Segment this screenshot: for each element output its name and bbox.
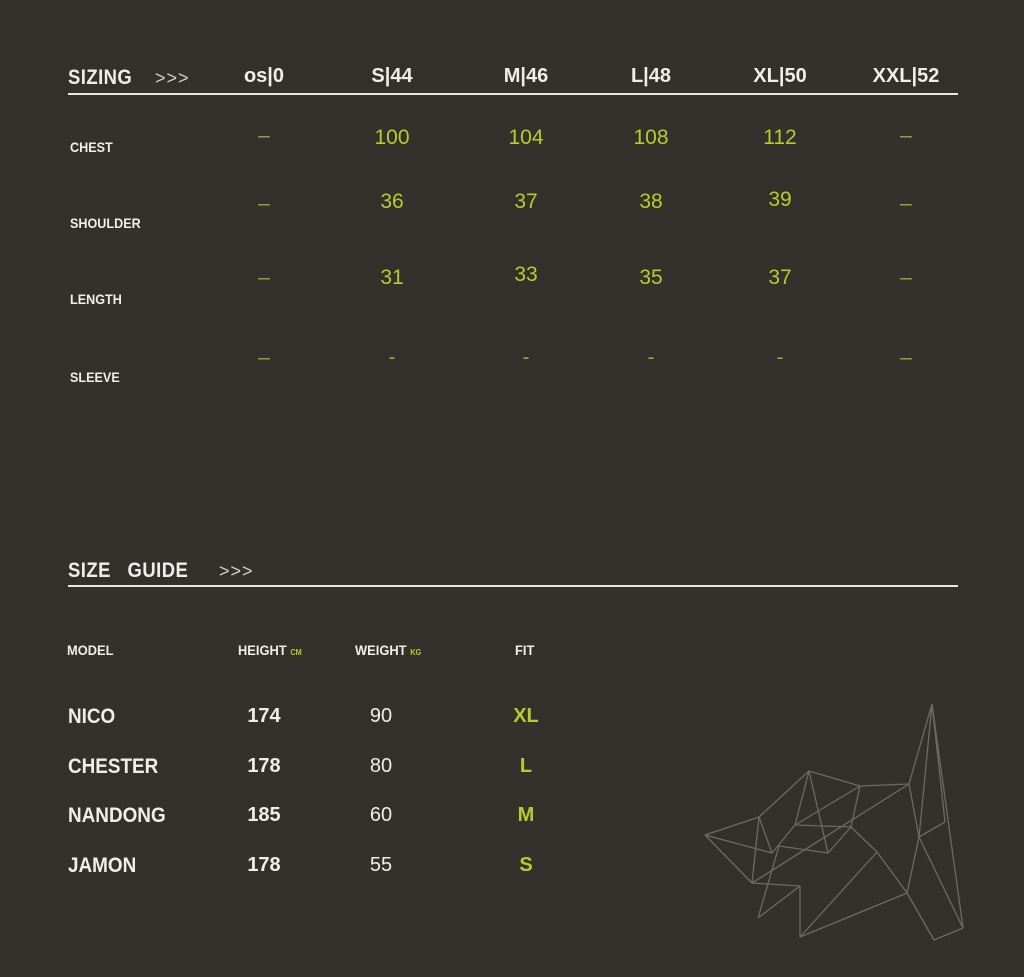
wireframe-edge [757, 845, 780, 919]
model-height: 178 [247, 854, 281, 876]
measurement-value: 100 [374, 126, 410, 149]
wireframe-edge [850, 785, 861, 828]
guide-arrows: >>> [219, 561, 254, 581]
wireframe-edge [751, 882, 801, 887]
model-weight: 90 [369, 705, 393, 727]
guide-title: SIZE GUIDE [68, 559, 189, 582]
header-model: MODEL [67, 642, 114, 658]
measurement-value: 104 [508, 126, 544, 149]
wireframe-edge [850, 826, 878, 853]
model-weight: 80 [369, 755, 393, 777]
size-column-header: S|44 [371, 65, 413, 87]
wireframe-edge [758, 816, 773, 854]
wireframe-edge [751, 816, 760, 884]
model-name: JAMON [68, 854, 137, 877]
wireframe-edge [799, 892, 908, 938]
wireframe-edge [931, 703, 964, 929]
wireframe-edge [827, 826, 852, 854]
measurement-label: CHEST [70, 139, 113, 155]
header-weight: WEIGHT KG [355, 642, 421, 658]
measurement-value: 31 [380, 266, 404, 289]
wireframe-edge [876, 851, 908, 894]
wireframe-edge [758, 770, 810, 818]
model-fit: M [517, 804, 535, 826]
header-height-unit: CM [290, 648, 302, 657]
measurement-value: 39 [768, 188, 792, 211]
empty-value: – [900, 124, 912, 147]
wireframe-edge [931, 703, 946, 823]
header-weight-unit: KG [410, 648, 422, 657]
wireframe-edge [908, 703, 933, 785]
empty-value: – [900, 346, 912, 369]
empty-value: – [900, 266, 912, 289]
wireframe-edge [808, 770, 829, 854]
size-column-header: XXL|52 [872, 65, 940, 87]
model-name: CHESTER [68, 755, 159, 778]
wireframe-edge [794, 785, 861, 826]
empty-value: - [388, 346, 396, 369]
wireframe-edge [751, 783, 910, 884]
wireframe-edge [918, 821, 946, 838]
wireframe-edge [794, 824, 852, 828]
measurement-label: SLEEVE [70, 369, 120, 385]
size-column-header: L|48 [630, 65, 672, 87]
empty-value: - [776, 346, 784, 369]
header-height: HEIGHT CM [238, 642, 302, 658]
measurement-value: 35 [639, 266, 663, 289]
measurement-value: 36 [380, 190, 404, 213]
measurement-value: 108 [633, 126, 669, 149]
model-height: 174 [247, 705, 281, 727]
measurement-label: LENGTH [70, 291, 122, 307]
model-fit: XL [513, 705, 539, 727]
sizing-title: SIZING [68, 66, 133, 89]
wireframe-edge [908, 783, 920, 838]
measurement-value: 37 [514, 190, 538, 213]
wireframe-edge [794, 770, 810, 826]
wireframe-edge [918, 703, 933, 838]
wireframe-edge [918, 836, 964, 929]
size-column-header: XL|50 [753, 65, 807, 87]
wireframe-edge [906, 836, 920, 894]
sizing-divider [68, 93, 958, 95]
model-height: 178 [247, 755, 281, 777]
wireframe-edge [859, 783, 910, 787]
empty-value: – [258, 192, 270, 215]
wireframe-edge [771, 824, 796, 854]
model-name: NANDONG [68, 804, 166, 827]
wireframe-edge [704, 816, 760, 836]
measurement-value: 112 [763, 126, 797, 149]
model-weight: 55 [369, 854, 393, 876]
wireframe-edge [704, 834, 773, 854]
wireframe-edge [778, 845, 829, 854]
measurement-value: 33 [514, 263, 538, 286]
empty-value: - [522, 346, 530, 369]
sizing-arrows: >>> [155, 68, 190, 88]
guide-divider [68, 585, 958, 587]
model-height: 185 [247, 804, 281, 826]
measurement-value: 38 [639, 190, 663, 213]
wireframe-edge [906, 892, 935, 941]
measurement-value: 37 [768, 266, 792, 289]
header-fit: FIT [515, 642, 535, 658]
wireframe-edge [799, 851, 878, 938]
header-height-label: HEIGHT [238, 642, 287, 658]
size-column-header: M|46 [503, 65, 549, 87]
wireframe-edge [757, 885, 801, 919]
wireframe-edge [808, 770, 861, 787]
measurement-label: SHOULDER [70, 215, 141, 231]
empty-value: – [258, 346, 270, 369]
model-name: NICO [68, 705, 116, 728]
wireframe-edge [933, 927, 964, 941]
model-fit: S [519, 854, 533, 876]
empty-value: – [900, 192, 912, 215]
size-column-header: os|0 [243, 65, 285, 87]
wireframe-edge [704, 834, 753, 884]
model-fit: L [519, 755, 533, 777]
model-weight: 60 [369, 804, 393, 826]
empty-value: - [647, 346, 655, 369]
empty-value: – [258, 124, 270, 147]
header-weight-label: WEIGHT [355, 642, 407, 658]
empty-value: – [258, 266, 270, 289]
